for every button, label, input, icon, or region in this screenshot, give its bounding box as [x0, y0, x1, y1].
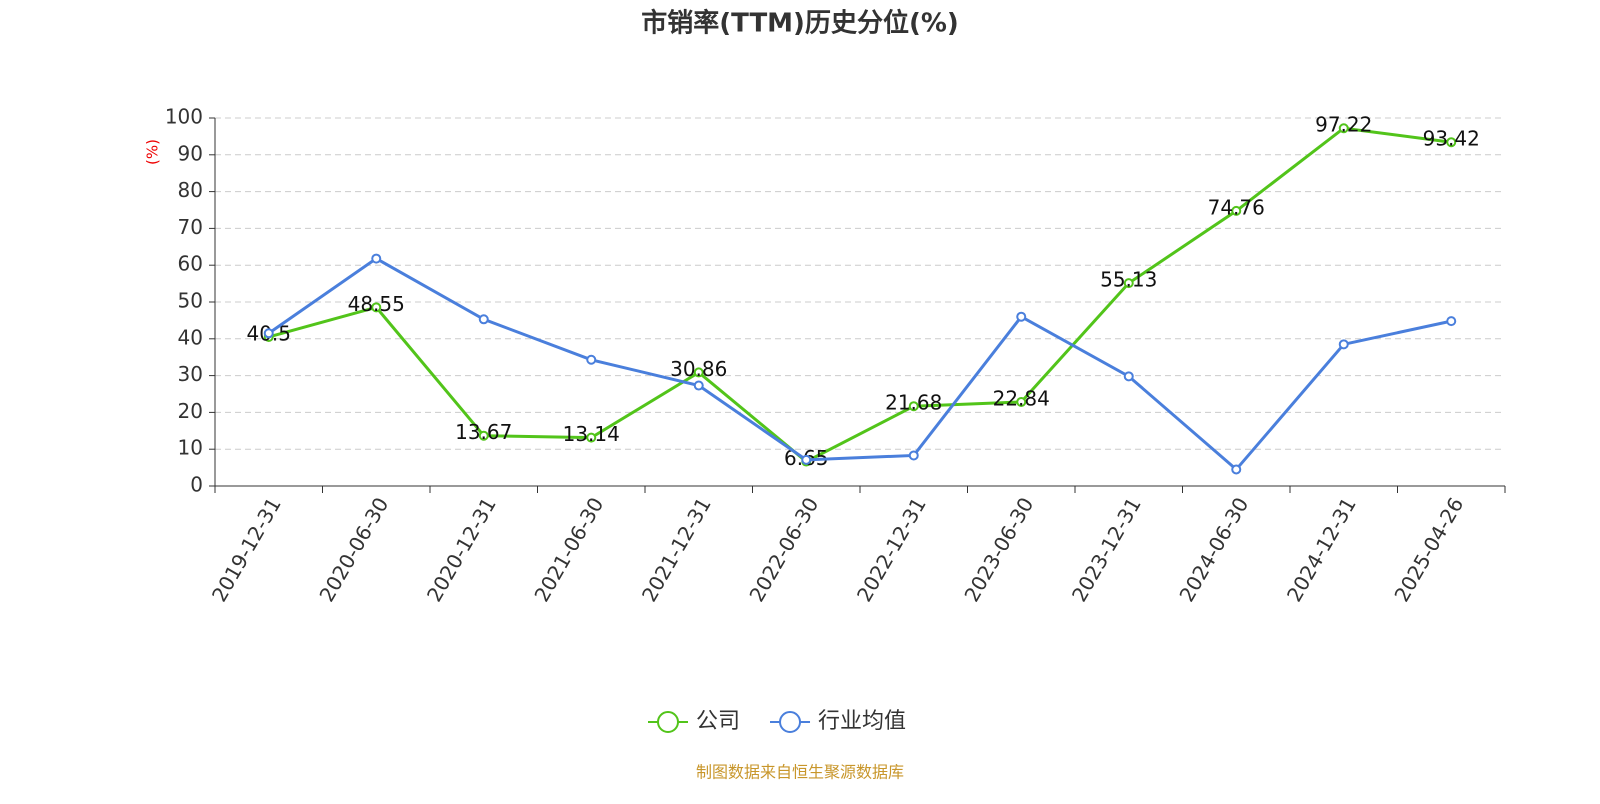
data-point — [1231, 205, 1242, 216]
x-tick-label: 2023-12-31 — [1067, 493, 1146, 606]
series-line — [268, 126, 1452, 464]
data-label: 74.76 — [1208, 195, 1265, 219]
data-label: 55.13 — [1100, 268, 1157, 292]
x-tick-label: 2022-06-30 — [744, 493, 823, 606]
y-tick-label: 0 — [190, 473, 203, 497]
data-label: 13.14 — [563, 422, 620, 446]
legend-marker — [657, 711, 679, 733]
y-tick-label: 20 — [178, 399, 203, 423]
y-axis-label: (%) — [144, 139, 162, 165]
source-note: 制图数据来自恒生聚源数据库 — [696, 763, 904, 782]
y-tick-label: 40 — [178, 325, 203, 349]
y-tick-label: 90 — [178, 141, 203, 165]
data-point — [1123, 278, 1134, 289]
x-tick-label: 2021-06-30 — [529, 493, 608, 606]
x-tick-label: 2023-06-30 — [959, 493, 1038, 606]
legend-label: 公司 — [696, 709, 740, 734]
x-tick-label: 2019-12-31 — [207, 493, 286, 606]
data-point — [371, 302, 382, 313]
x-tick-label: 2021-12-31 — [637, 493, 716, 606]
data-point — [693, 367, 704, 378]
data-point — [801, 454, 812, 465]
data-label: 21.68 — [885, 391, 942, 415]
data-point — [586, 432, 597, 443]
data-point — [1446, 137, 1457, 148]
data-point — [478, 314, 489, 325]
data-label: 97.22 — [1315, 113, 1372, 137]
data-point — [908, 401, 919, 412]
data-point — [263, 328, 274, 339]
y-tick-label: 10 — [178, 436, 203, 460]
chart-title: 市销率(TTM)历史分位(%) — [641, 8, 959, 39]
x-tick-label: 2020-06-30 — [314, 493, 393, 606]
data-point — [908, 450, 919, 461]
data-point — [693, 380, 704, 391]
data-point — [1123, 371, 1134, 382]
data-label: 13.67 — [455, 420, 512, 444]
x-tick-label: 2022-12-31 — [852, 493, 931, 606]
y-tick-label: 30 — [178, 362, 203, 386]
data-point — [1338, 339, 1349, 350]
x-tick-label: 2020-12-31 — [422, 493, 501, 606]
data-label: 22.84 — [993, 386, 1050, 410]
legend-marker — [779, 711, 802, 733]
y-tick-label: 70 — [178, 215, 203, 239]
y-tick-label: 60 — [178, 252, 203, 276]
data-point — [1338, 123, 1349, 134]
x-tick-label: 2025-04-26 — [1389, 493, 1468, 606]
data-label: 30.86 — [670, 357, 727, 381]
y-tick-label: 100 — [165, 105, 203, 129]
data-point — [586, 354, 597, 365]
data-point — [1016, 311, 1027, 322]
data-point — [478, 430, 489, 441]
series-line — [267, 256, 1452, 472]
x-tick-label: 2024-06-30 — [1174, 493, 1253, 606]
data-point — [1231, 464, 1242, 475]
data-point — [1016, 396, 1027, 407]
data-label: 93.42 — [1423, 127, 1480, 151]
data-point — [371, 253, 382, 264]
data-label: 48.55 — [348, 292, 405, 316]
x-tick-label: 2024-12-31 — [1282, 493, 1361, 606]
y-tick-label: 80 — [178, 178, 203, 202]
legend-label: 行业均值 — [818, 709, 906, 734]
data-point — [1446, 316, 1457, 327]
y-tick-label: 50 — [178, 289, 203, 313]
